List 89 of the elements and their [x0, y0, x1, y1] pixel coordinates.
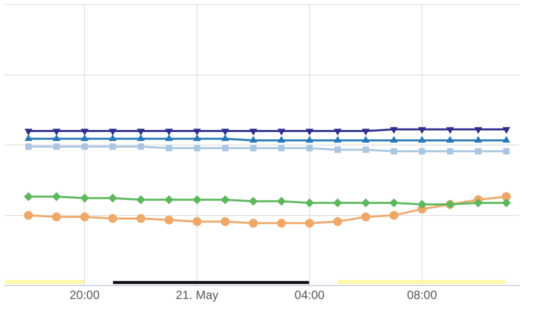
point	[389, 210, 398, 220]
point	[503, 148, 510, 154]
point	[24, 210, 33, 220]
point	[165, 134, 173, 142]
point	[334, 128, 342, 136]
point	[306, 136, 314, 143]
x-tick-label: 20:00	[70, 288, 100, 302]
point	[221, 128, 230, 136]
point	[361, 212, 370, 222]
point	[165, 128, 173, 136]
point	[333, 198, 342, 208]
point	[250, 144, 256, 152]
point	[334, 136, 342, 143]
point	[192, 195, 202, 204]
point	[306, 144, 313, 152]
point	[80, 128, 89, 136]
point	[418, 148, 426, 154]
point	[108, 194, 118, 203]
point	[446, 127, 454, 134]
point	[390, 136, 398, 143]
point	[194, 144, 200, 152]
x-tick-label: 08:00	[406, 288, 438, 302]
point	[418, 127, 426, 134]
point	[166, 144, 172, 152]
point	[25, 143, 32, 150]
point	[446, 136, 454, 143]
point	[164, 195, 174, 204]
point	[136, 128, 145, 136]
point	[110, 143, 116, 150]
point	[24, 128, 32, 136]
point	[80, 194, 90, 203]
point	[80, 134, 89, 142]
point	[276, 196, 286, 206]
point	[390, 148, 398, 154]
point	[164, 216, 174, 225]
point	[306, 128, 314, 136]
point	[474, 127, 482, 134]
point	[249, 136, 258, 143]
point	[362, 136, 370, 143]
point	[502, 127, 510, 134]
point	[418, 200, 427, 209]
point	[333, 217, 342, 226]
point	[108, 134, 117, 142]
point	[222, 144, 228, 152]
point	[53, 143, 60, 150]
point	[136, 214, 146, 223]
point	[249, 128, 258, 136]
point	[248, 196, 258, 206]
point	[334, 146, 341, 153]
point	[193, 128, 201, 136]
point	[502, 198, 511, 208]
point	[81, 143, 88, 150]
x-tick-label: 04:00	[294, 288, 325, 302]
point	[192, 217, 202, 226]
point	[446, 148, 454, 154]
point	[389, 198, 398, 208]
point	[278, 136, 286, 143]
point	[52, 212, 62, 222]
point	[305, 198, 314, 208]
point	[136, 134, 145, 142]
point	[24, 192, 33, 202]
point	[52, 192, 62, 202]
point	[418, 136, 426, 143]
point	[136, 195, 146, 204]
point	[305, 218, 314, 228]
point	[390, 127, 398, 134]
point	[362, 146, 369, 153]
x-tick-label: 21. May	[176, 288, 218, 302]
point	[276, 218, 286, 228]
point	[52, 128, 60, 136]
point	[502, 136, 510, 143]
point	[108, 128, 117, 136]
point	[278, 128, 286, 136]
point	[361, 198, 370, 208]
point	[52, 134, 60, 142]
point	[221, 134, 230, 142]
point	[474, 136, 482, 143]
point	[362, 128, 370, 136]
point	[220, 217, 230, 226]
point	[220, 195, 230, 204]
point	[80, 212, 90, 222]
point	[24, 134, 32, 142]
point	[193, 134, 201, 142]
point	[278, 144, 285, 152]
point	[248, 218, 258, 228]
point	[138, 143, 144, 150]
point	[108, 214, 118, 223]
point	[475, 148, 482, 154]
point	[474, 198, 483, 208]
